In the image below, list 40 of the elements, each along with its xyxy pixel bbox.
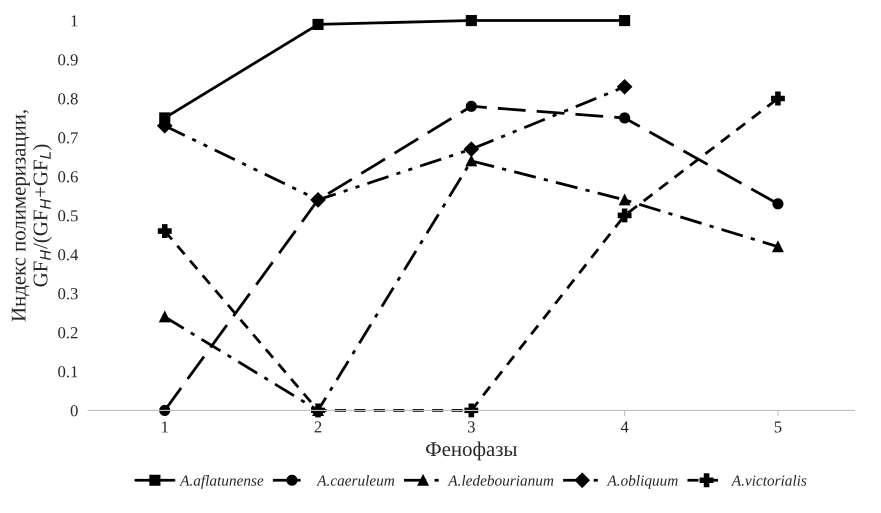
- y-tick-label: 0.6: [58, 171, 78, 182]
- point: [159, 404, 170, 416]
- x-tick-label: 1: [162, 421, 168, 432]
- legend-label: A.ledebourianum: [447, 474, 554, 486]
- y-tick-label: 0: [70, 405, 78, 416]
- y-tick-label: 0.8: [58, 93, 78, 105]
- point: [464, 142, 479, 157]
- y-tick-label: 0.9: [58, 54, 78, 66]
- point: [466, 100, 477, 112]
- x-tick-label: 4: [620, 421, 629, 432]
- point: [619, 14, 630, 26]
- point: [158, 224, 172, 238]
- point: [770, 92, 785, 106]
- point: [618, 208, 632, 222]
- point: [619, 112, 630, 124]
- point: [619, 194, 630, 206]
- point: [464, 403, 478, 418]
- point: [466, 155, 477, 166]
- point: [617, 79, 632, 94]
- y-tick-label: 0.7: [58, 132, 78, 144]
- legend-label: A.obliquum: [606, 474, 678, 489]
- y-tick-label: 0.2: [58, 327, 78, 338]
- x-tick-label: 3: [468, 421, 475, 433]
- point: [772, 241, 784, 252]
- legend-label: A.victorialis: [730, 474, 806, 486]
- y-tick-label: 0.3: [58, 288, 78, 300]
- point: [466, 14, 477, 26]
- x-axis-title: Фенофазы: [426, 441, 517, 460]
- y-tick-label: 1: [72, 15, 78, 26]
- x-tick-label: 2: [314, 421, 322, 432]
- y-tick-label: 0.5: [58, 210, 78, 222]
- point: [772, 198, 784, 210]
- legend-label: A.caeruleum: [316, 474, 394, 486]
- point: [159, 311, 170, 322]
- legend-label: A.aflatunense: [179, 474, 264, 489]
- y-axis-title: Индекс полимеризации, GF$_{H}$/(GF$_{H}$+GF$_{L}$): [12, 110, 52, 322]
- y-tick-label: 0.4: [58, 249, 78, 260]
- x-tick-label: 5: [774, 421, 782, 433]
- point: [312, 18, 324, 30]
- y-tick-label: 0.1: [58, 366, 78, 378]
